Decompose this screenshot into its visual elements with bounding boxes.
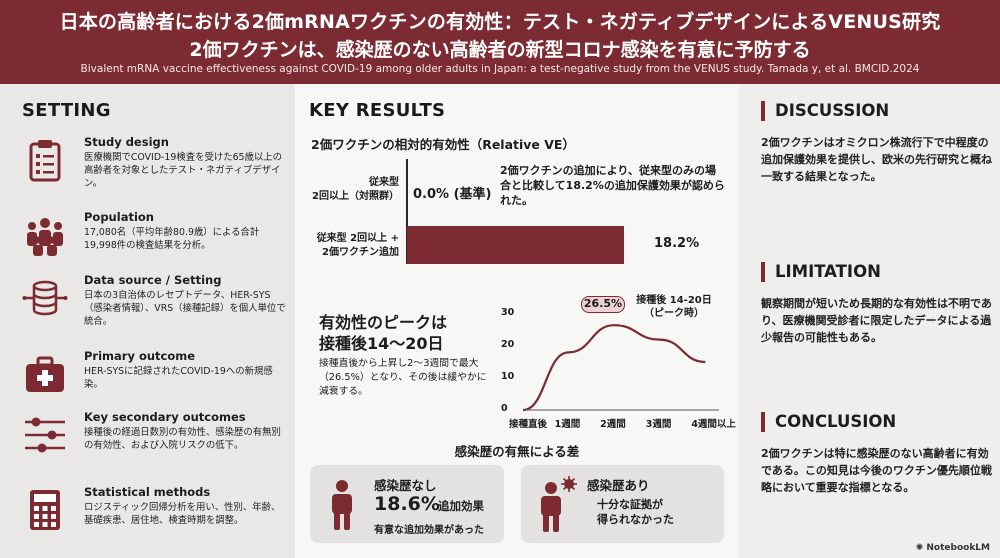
box-prior-infection: 感染歴あり 十分な証拠が 得られなかった xyxy=(521,465,724,543)
setting-desc: ロジスティック回帰分析を用い、性別、年齢、基礎疾患、居住地、検査時期を調整。 xyxy=(84,502,281,526)
box2-head: 感染歴あり xyxy=(587,478,650,493)
x-tick-3: 3週間 xyxy=(645,419,672,430)
y-tick-0: 0 xyxy=(501,403,508,414)
setting-desc: 医療機関でCOVID-19検査を受けた65歳以上の高齢者を対象としたテスト・ネガ… xyxy=(84,152,283,189)
setting-label: Key secondary outcomes xyxy=(84,410,246,424)
bar-note: 2価ワクチンの追加により、従来型のみの場合と比較して18.2%の追加保護効果が認… xyxy=(500,164,725,207)
setting-desc: 17,080名（平均年齢80.9歳）による合計19,998件の検査結果を分析。 xyxy=(84,227,260,251)
peak-title: 有効性のピークは 接種後14〜20日 xyxy=(319,313,448,353)
person-virus-icon xyxy=(541,476,577,532)
setting-title: SETTING xyxy=(22,100,111,121)
sliders-icon xyxy=(25,417,65,453)
setting-desc: 接種後の経過日数別の有効性、感染歴の有無別の有効性、および入院リスクの低下。 xyxy=(84,427,281,451)
database-icon xyxy=(22,280,68,316)
setting-label: Statistical methods xyxy=(84,485,211,499)
x-tick-4: 4週間以上 xyxy=(691,419,736,430)
medical-kit-icon xyxy=(26,356,64,392)
bar-chart-axis xyxy=(406,159,408,264)
conclusion-title: CONCLUSION xyxy=(761,412,896,432)
peak-desc: 接種直後から上昇し2〜3週間で最大（26.5%）となり、その後は緩やかに減衰する… xyxy=(319,358,487,397)
box1-suffix: 追加効果 xyxy=(438,499,484,513)
people-icon xyxy=(27,218,63,256)
box1-note: 有意な追加効果があった xyxy=(374,525,484,536)
x-tick-0: 接種直後 xyxy=(509,419,548,430)
person-icon xyxy=(332,480,352,530)
setting-label: Primary outcome xyxy=(84,349,196,363)
y-tick-20: 20 xyxy=(501,339,515,350)
bar-label-bivalent: 従来型 2回以上 + 2価ワクチン追加 xyxy=(316,233,399,258)
limitation-text: 観察期間が短いため長期的な有効性は不明であり、医療機関受診者に限定したデータによ… xyxy=(761,297,992,344)
relative-ve-title: 2価ワクチンの相対的有効性（Relative VE） xyxy=(311,137,575,152)
bar-value-control: 0.0% (基準) xyxy=(413,187,492,202)
ve-line-chart xyxy=(522,324,719,412)
box2-note: 十分な証拠が 得られなかった xyxy=(597,498,674,526)
y-tick-10: 10 xyxy=(501,371,515,382)
bar-value-bivalent: 18.2% xyxy=(654,236,700,251)
setting-desc: HER-SYSに記録されたCOVID-19への新規感染。 xyxy=(84,366,273,390)
calculator-icon xyxy=(30,490,60,530)
box1-head: 感染歴なし xyxy=(374,478,437,493)
y-tick-30: 30 xyxy=(501,307,515,318)
peak-value-label: 26.5% xyxy=(581,296,625,313)
title-en-citation: Bivalent mRNA vaccine effectiveness agai… xyxy=(80,63,920,75)
x-tick-1: 1週間 xyxy=(554,419,581,430)
conclusion-text: 2価ワクチンは特に感染歴のない高齢者に有効である。この知見は今後のワクチン優先順… xyxy=(761,447,992,494)
setting-label: Study design xyxy=(84,135,169,149)
history-title: 感染歴の有無による差 xyxy=(454,444,580,459)
key-results-panel: KEY RESULTS 2価ワクチンの相対的有効性（Relative VE） 従… xyxy=(295,84,739,558)
setting-desc: 日本の3自治体のレセプトデータ、HER-SYS（感染者情報）、VRS（接種記録）… xyxy=(84,290,286,327)
setting-label: Population xyxy=(84,210,154,224)
bar-bivalent xyxy=(407,226,624,264)
setting-label: Data source / Setting xyxy=(84,273,222,287)
right-panel: DISCUSSION 2価ワクチンはオミクロン株流行下で中程度の追加保護効果を提… xyxy=(739,84,1000,558)
header-banner: 日本の高齢者における2価mRNAワクチンの有効性：テスト・ネガティブデザインによ… xyxy=(0,0,1000,84)
clipboard-icon xyxy=(29,140,61,182)
title-ja-sub: 2価ワクチンは、感染歴のない高齢者の新型コロナ感染を有意に予防する xyxy=(189,39,811,61)
peak-callout: 接種後 14-20日 （ピーク時） xyxy=(636,295,712,319)
setting-panel: SETTING Study design 医療機関でCOVID-19検査を受けた… xyxy=(0,84,295,558)
notebooklm-logo: ✺ NotebookLM xyxy=(915,543,990,553)
title-ja-main: 日本の高齢者における2価mRNAワクチンの有効性：テスト・ネガティブデザインによ… xyxy=(59,11,941,33)
ve-curve xyxy=(522,324,706,412)
bar-label-control: 従来型 2回以上（対照群） xyxy=(312,177,399,202)
key-results-title: KEY RESULTS xyxy=(309,100,446,121)
box1-value: 18.6% xyxy=(374,493,440,515)
discussion-text: 2価ワクチンはオミクロン株流行下で中程度の追加保護効果を提供し、欧米の先行研究と… xyxy=(761,136,992,183)
discussion-title: DISCUSSION xyxy=(761,101,889,121)
logo-text: NotebookLM xyxy=(926,543,990,553)
limitation-title: LIMITATION xyxy=(761,262,881,282)
x-tick-2: 2週間 xyxy=(600,419,626,430)
box-no-prior-infection: 感染歴なし 18.6% 追加効果 有意な追加効果があった xyxy=(310,465,504,543)
